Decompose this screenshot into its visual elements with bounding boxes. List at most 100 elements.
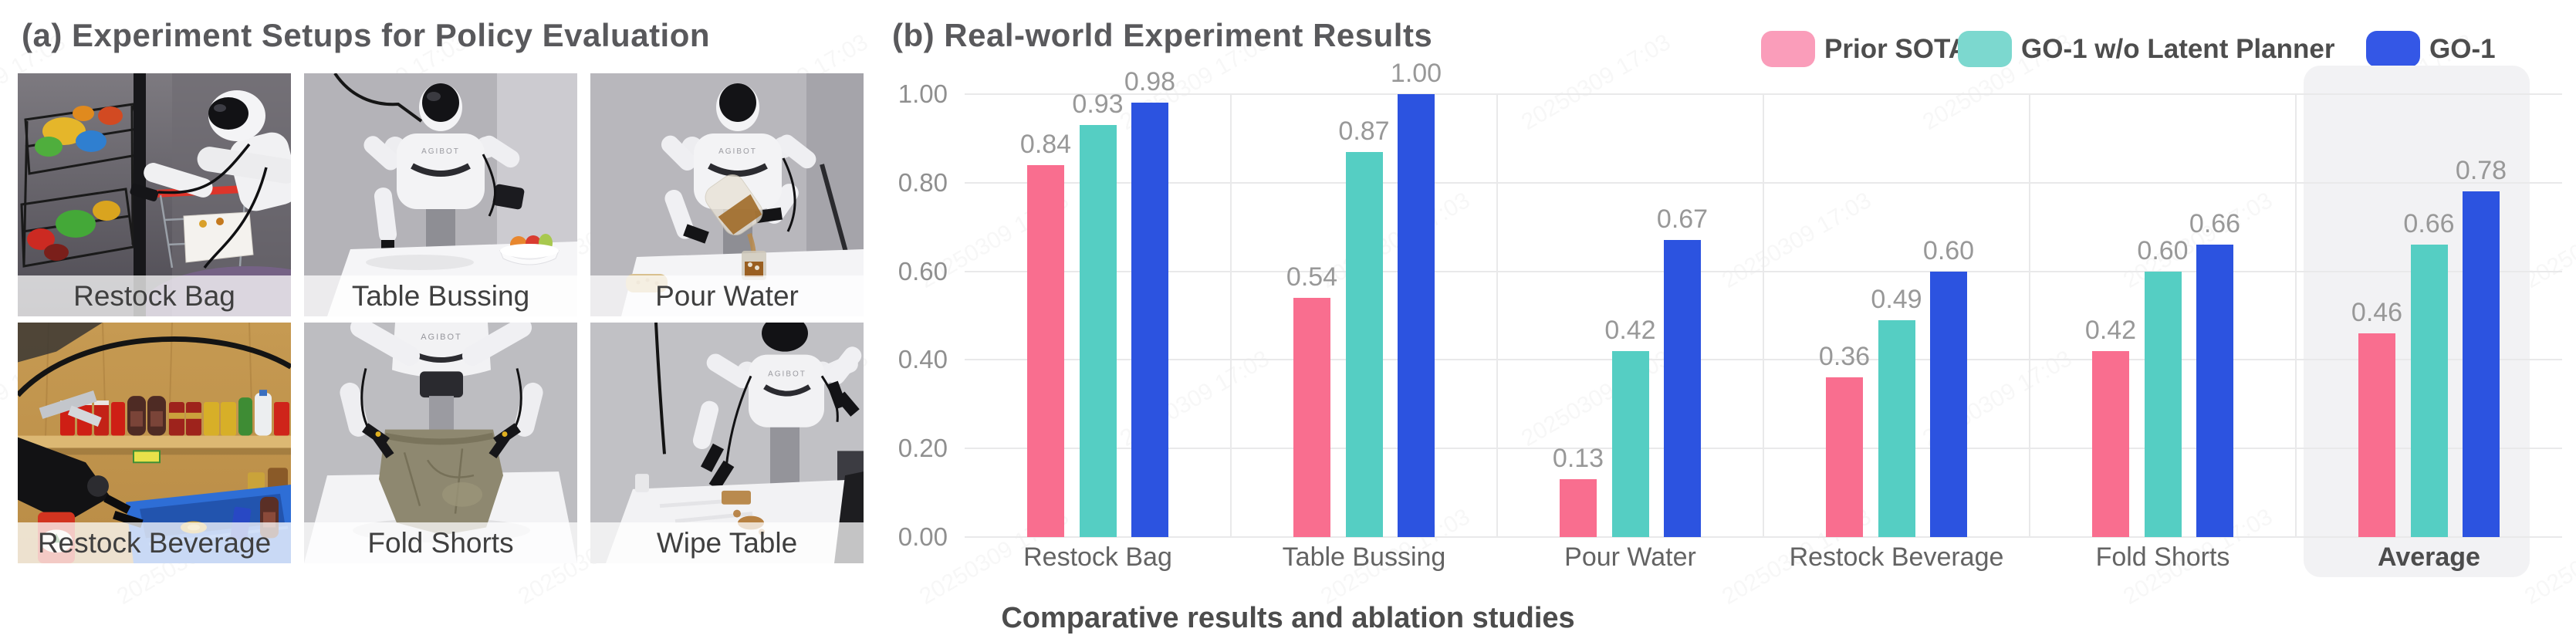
bar-value-label: 0.49 [1871,284,1922,314]
bar-value-label: 0.98 [1124,67,1176,97]
robot-icon: AGIBOT [363,83,525,262]
cable-icon [18,336,291,397]
y-axis-tick-label: 0.80 [898,167,948,197]
photo-label: Restock Bag [18,275,291,316]
svg-text:AGIBOT: AGIBOT [768,370,806,378]
legend-swatch [2366,31,2420,67]
gridline-y [965,536,2562,538]
photo-table-bussing: AGIBOT Table Bussing [304,73,577,316]
bar-prior-sota [2092,350,2129,537]
y-axis-tick-label: 1.00 [898,79,948,108]
x-axis-category-label: Pour Water [1564,542,1696,572]
gripper-icons [362,423,521,459]
watermark-text: 20250309 17:03 [1718,188,1876,294]
bar-go-1-w-o-latent-planner [1611,350,1649,537]
x-axis-category-label: Restock Bag [1023,542,1172,572]
bar-go-1 [2463,191,2500,537]
legend-label: GO-1 [2429,34,2496,64]
bar-value-label: 0.60 [1922,235,1975,265]
bar-value-label: 0.93 [1072,90,1124,120]
photo-label: Pour Water [590,275,864,316]
svg-text:AGIBOT: AGIBOT [421,147,460,156]
bar-go-1 [1664,240,1701,537]
bar-go-1-w-o-latent-planner [2410,245,2448,537]
group-separator-line [1230,94,1232,537]
watermark-text: 20250309 17:03 [1317,188,1475,294]
watermark-text: 20250309 17:03 [1517,29,1675,136]
photo-label: Table Bussing [304,275,577,316]
bar-prior-sota [2358,333,2395,537]
bar-go-1-w-o-latent-planner [1345,151,1383,537]
x-axis-category-label: Restock Beverage [1789,542,2004,572]
robot-icon: AGIBOT [692,323,862,491]
bar-value-label: 0.66 [2189,209,2241,239]
panel-b-title: (b) Real-world Experiment Results [892,17,1433,53]
bar-go-1 [2196,245,2233,537]
bar-value-label: 0.46 [2351,297,2403,327]
bar-prior-sota [1027,164,1064,537]
bar-value-label: 0.84 [1019,129,1072,159]
bar-prior-sota [1293,298,1330,537]
x-axis-category-label: Fold Shorts [2095,542,2230,572]
mop-handle-icon [820,164,849,255]
robot-icon [130,90,291,269]
robot-icon: AGIBOT [340,323,543,481]
bar-go-1-w-o-latent-planner [2144,271,2182,537]
bar-value-label: 0.66 [2403,209,2455,239]
fruit-bowl-icon [499,234,560,265]
photo-label: Restock Beverage [18,522,291,563]
bar-value-label: 0.60 [2137,235,2189,265]
bar-value-label: 0.87 [1338,116,1390,146]
panel-a-title: (a) Experiment Setups for Policy Evaluat… [22,17,711,53]
chart-caption: Comparative results and ablation studies [1001,602,1575,634]
x-axis-category-label: Average [2378,542,2480,572]
svg-text:AGIBOT: AGIBOT [421,333,462,342]
group-separator-line [2029,94,2030,537]
legend-swatch [1761,31,1815,67]
group-separator-line [1763,94,1764,537]
bar-value-label: 0.13 [1552,444,1604,474]
robot-icon: AGIBOT [661,83,816,258]
bar-value-label: 0.42 [1604,315,1656,345]
photo-pour-water: AGIBOT Pour Water [590,73,864,316]
bar-go-1 [1131,103,1168,537]
photo-restock-bag: Restock Bag [18,73,291,316]
water-jug-icon [705,174,763,236]
bar-value-label: 0.42 [2084,315,2137,345]
bar-value-label: 1.00 [1390,59,1442,88]
restock-bag-scene [18,73,291,316]
y-axis-tick-label: 0.20 [898,434,948,463]
bar-value-label: 0.67 [1656,204,1709,235]
y-axis-tick-label: 0.40 [898,345,948,374]
cup-icon [742,251,766,280]
bar-go-1 [1930,271,1967,537]
legend-label: Prior SOTA [1824,34,1969,64]
snack-bags-icon [27,106,123,261]
watermark-text: 20250309 17:03 [1517,346,1675,452]
bar-go-1-w-o-latent-planner [1079,125,1117,537]
bar-value-label: 0.78 [2455,156,2507,186]
bar-prior-sota [1826,377,1863,537]
photo-label: Fold Shorts [304,522,577,563]
legend-label: GO-1 w/o Latent Planner [2021,34,2335,64]
bar-value-label: 0.36 [1818,342,1871,372]
photo-restock-beverage: Restock Beverage [18,323,291,563]
bar-go-1-w-o-latent-planner [1878,319,1915,537]
bar-prior-sota [1560,479,1597,537]
photo-label: Wipe Table [590,522,864,563]
sponge-icon [722,490,751,505]
y-axis-tick-label: 0.00 [898,522,948,551]
photo-fold-shorts: AGIBOT [304,323,577,563]
bar-go-1 [1398,94,1435,537]
photo-wipe-table: AGIBOT Wipe Table [590,323,864,563]
shorts-icon [379,429,503,536]
group-separator-line [2295,94,2297,537]
cable-icon [654,323,666,454]
group-separator-line [1496,94,1498,537]
lamp-arm-icon [333,73,423,123]
y-axis-tick-label: 0.60 [898,256,948,286]
wall-outlet-icon [635,474,649,492]
x-axis-category-label: Table Bussing [1282,542,1446,572]
legend-swatch [1958,31,2012,67]
bar-value-label: 0.54 [1286,262,1338,292]
